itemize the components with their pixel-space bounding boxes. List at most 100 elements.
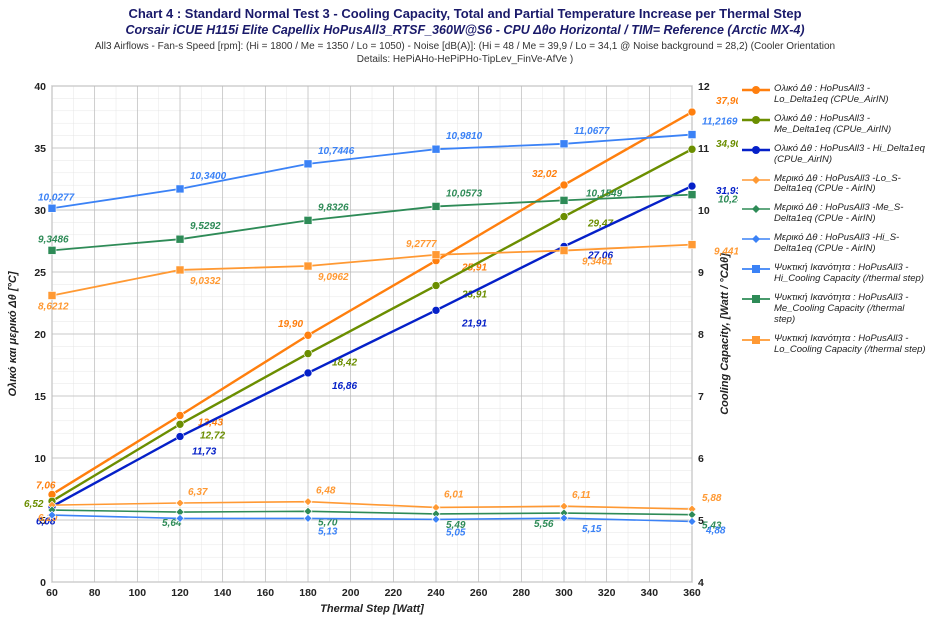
- svg-text:160: 160: [257, 587, 275, 599]
- legend-text-lo_cc: Ψυκτική Ικανότητα : HoPusAll3 -Lo_Coolin…: [774, 334, 926, 356]
- label-hi_s-5: 4,88: [705, 525, 726, 536]
- svg-text:20: 20: [34, 329, 46, 341]
- label-hi_s-2: 5,13: [318, 526, 338, 537]
- label-hi_cc-3: 10,9810: [446, 131, 483, 142]
- label-me_cc-3: 10,0573: [446, 188, 483, 199]
- plot-area: 6080100120140160180200220240260280300320…: [0, 78, 738, 618]
- x-axis-label: Thermal Step [Watt]: [320, 603, 424, 615]
- svg-text:280: 280: [513, 587, 531, 599]
- svg-text:60: 60: [46, 587, 58, 599]
- title-line3: All3 Airflows - Fan-s Speed [rpm]: (Hi =…: [10, 41, 920, 52]
- label-lo_d1-2: 19,90: [278, 319, 303, 330]
- label-hi_cc-4: 11,0677: [574, 126, 610, 137]
- label-lo_s-1: 6,37: [188, 487, 208, 498]
- label-lo_cc-4: 9,3461: [582, 257, 613, 268]
- legend-item-hi_s: Μερικό Δθ : HoPusAll3 -Hi_S-Delta1eq (CP…: [742, 233, 926, 255]
- label-lo_d1-5: 37,90: [716, 96, 738, 107]
- label-lo_cc-2: 9,0962: [318, 272, 349, 283]
- label-lo_cc-5: 9,4418: [714, 247, 738, 258]
- svg-text:25: 25: [34, 267, 46, 279]
- legend-item-lo_s: Μερικό Δθ : HoPusAll3 -Lo_S-Delta1eq (CP…: [742, 174, 926, 196]
- legend-marker-lo_s: [742, 174, 770, 186]
- chart-wrap: 6080100120140160180200220240260280300320…: [0, 78, 930, 618]
- legend-marker-lo_cc: [742, 334, 770, 346]
- svg-text:180: 180: [299, 587, 317, 599]
- legend-item-me_cc: Ψυκτική Ικανότητα : HoPusAll3 -Me_Coolin…: [742, 293, 926, 326]
- plot-svg: 6080100120140160180200220240260280300320…: [0, 78, 738, 618]
- svg-text:9: 9: [698, 267, 704, 279]
- legend-marker-lo_d1: [742, 84, 770, 96]
- legend-text-lo_d1: Ολικό Δθ : HoPusAll3 - Lo_Delta1eq (CPUe…: [774, 84, 926, 106]
- legend-marker-me_d1: [742, 114, 770, 126]
- label-me_s-4: 5,56: [534, 519, 554, 530]
- label-hi_d1-1: 11,73: [192, 447, 217, 458]
- legend-text-hi_s: Μερικό Δθ : HoPusAll3 -Hi_S-Delta1eq (CP…: [774, 233, 926, 255]
- svg-text:6: 6: [698, 453, 704, 465]
- legend-item-hi_cc: Ψυκτική Ικανότητα : HoPusAll3 -Hi_Coolin…: [742, 263, 926, 285]
- svg-text:10: 10: [698, 205, 710, 217]
- svg-text:320: 320: [598, 587, 616, 599]
- legend-text-me_cc: Ψυκτική Ικανότητα : HoPusAll3 -Me_Coolin…: [774, 293, 926, 326]
- label-hi_cc-2: 10,7446: [318, 146, 355, 157]
- label-hi_d1-3: 21,91: [461, 318, 487, 329]
- svg-text:0: 0: [40, 577, 46, 589]
- y-left-label: Ολικό και μερικό Δθ [°C]: [7, 271, 19, 396]
- label-lo_s-5: 5,88: [702, 493, 722, 504]
- chart-titles: Chart 4 : Standard Normal Test 3 - Cooli…: [0, 0, 930, 67]
- label-lo_d1-0: 7,06: [36, 480, 56, 491]
- title-line2: Corsair iCUE H115i Elite Capellix HoPusA…: [10, 23, 920, 37]
- svg-text:260: 260: [470, 587, 488, 599]
- legend-text-lo_s: Μερικό Δθ : HoPusAll3 -Lo_S-Delta1eq (CP…: [774, 174, 926, 196]
- svg-text:40: 40: [34, 81, 46, 93]
- label-hi_s-3: 5,05: [446, 527, 466, 538]
- svg-text:15: 15: [34, 391, 46, 403]
- label-me_cc-5: 10,2479: [718, 195, 738, 206]
- y-right-label: Cooling Capacity, [Watt / °CΔθ]: [719, 253, 731, 415]
- label-lo_d1-4: 32,02: [532, 169, 557, 180]
- svg-text:11: 11: [698, 143, 709, 155]
- svg-text:4: 4: [698, 577, 704, 589]
- label-hi_cc-5: 11,2169: [702, 117, 738, 128]
- legend-text-hi_cc: Ψυκτική Ικανότητα : HoPusAll3 -Hi_Coolin…: [774, 263, 926, 285]
- title-line4: Details: HePiAHo-HePiPHo-TipLev_FinVe-Af…: [10, 54, 920, 65]
- legend-item-lo_d1: Ολικό Δθ : HoPusAll3 - Lo_Delta1eq (CPUe…: [742, 84, 926, 106]
- label-hi_cc-1: 10,3400: [190, 171, 227, 182]
- label-hi_s-4: 5,15: [582, 524, 602, 535]
- legend-item-me_s: Μερικό Δθ : HoPusAll3 -Me_S-Delta1eq (CP…: [742, 203, 926, 225]
- svg-text:30: 30: [34, 205, 46, 217]
- legend-marker-me_cc: [742, 293, 770, 305]
- label-me_d1-0: 6,52: [24, 499, 44, 510]
- svg-text:220: 220: [385, 587, 403, 599]
- legend-item-hi_d1: Ολικό Δθ : HoPusAll3 - Hi_Delta1eq (CPUe…: [742, 144, 926, 166]
- title-line1: Chart 4 : Standard Normal Test 3 - Cooli…: [10, 6, 920, 21]
- label-lo_cc-0: 8,6212: [38, 301, 69, 312]
- label-me_d1-5: 34,90: [716, 139, 738, 150]
- legend-text-me_s: Μερικό Δθ : HoPusAll3 -Me_S-Delta1eq (CP…: [774, 203, 926, 225]
- legend-marker-me_s: [742, 203, 770, 215]
- svg-text:8: 8: [698, 329, 704, 341]
- label-me_cc-0: 9,3486: [38, 234, 69, 245]
- svg-text:140: 140: [214, 587, 232, 599]
- legend: Ολικό Δθ : HoPusAll3 - Lo_Delta1eq (CPUe…: [738, 78, 930, 618]
- legend-marker-hi_d1: [742, 144, 770, 156]
- label-lo_s-2: 6,48: [316, 486, 336, 497]
- svg-text:80: 80: [89, 587, 101, 599]
- legend-text-hi_d1: Ολικό Δθ : HoPusAll3 - Hi_Delta1eq (CPUe…: [774, 144, 926, 166]
- label-me_cc-1: 9,5292: [190, 221, 221, 232]
- label-me_cc-2: 9,8326: [318, 202, 349, 213]
- svg-text:300: 300: [555, 587, 573, 599]
- legend-marker-hi_s: [742, 233, 770, 245]
- label-hi_d1-2: 16,86: [332, 381, 357, 392]
- svg-text:200: 200: [342, 587, 360, 599]
- label-hi_cc-0: 10,0277: [38, 192, 75, 203]
- svg-text:340: 340: [641, 587, 659, 599]
- svg-text:7: 7: [698, 391, 704, 403]
- legend-text-me_d1: Ολικό Δθ : HoPusAll3 - Me_Delta1eq (CPUe…: [774, 114, 926, 136]
- label-lo_cc-3: 9,2777: [406, 239, 437, 250]
- label-lo_s-4: 6,11: [572, 490, 591, 501]
- svg-text:120: 120: [171, 587, 189, 599]
- legend-item-lo_cc: Ψυκτική Ικανότητα : HoPusAll3 -Lo_Coolin…: [742, 334, 926, 356]
- label-me_d1-1: 12,72: [200, 430, 225, 441]
- svg-text:240: 240: [427, 587, 445, 599]
- label-lo_s-3: 6,01: [444, 489, 464, 500]
